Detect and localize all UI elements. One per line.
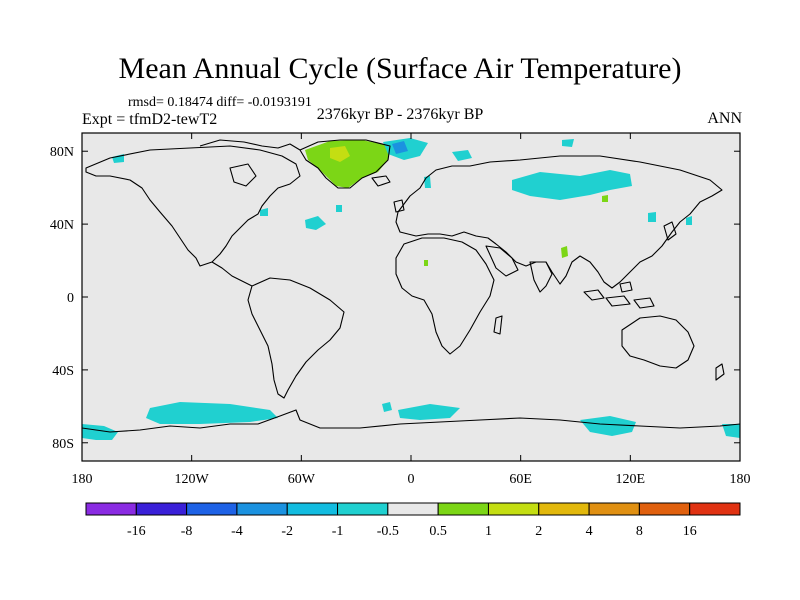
season-label: ANN — [707, 110, 742, 127]
barents-cyan — [452, 150, 472, 161]
arabia-coast — [485, 245, 519, 277]
tibet-anomaly — [561, 246, 568, 258]
lon-ticks: 180 120W 60W 0 60E 120E 180 — [72, 133, 751, 487]
coastlines — [82, 139, 740, 433]
canada-cyan — [260, 208, 268, 216]
colorbar-label: -4 — [231, 524, 243, 539]
japan-coast — [663, 221, 677, 241]
colorbar-label: -16 — [127, 524, 146, 539]
colorbar-label: -2 — [281, 524, 293, 539]
colorbar-label: -0.5 — [377, 524, 399, 539]
colorbar-label: 0.5 — [429, 524, 447, 539]
east-siberia-green — [602, 195, 608, 202]
hudson-bay-coast — [229, 163, 257, 187]
colorbar-label: -1 — [332, 524, 344, 539]
lon-tick-label: 180 — [72, 472, 93, 487]
south-atlantic-anomaly — [382, 402, 392, 412]
weddell-anomaly — [398, 404, 460, 420]
colorbar: -16 -8 -4 -2 -1 -0.5 0.5 1 2 4 8 16 — [85, 502, 741, 539]
north-atlantic-anomaly — [305, 216, 326, 230]
arabia-green — [424, 260, 428, 266]
colorbar-swatch — [538, 502, 590, 516]
colorbar-swatch — [236, 502, 288, 516]
lat-tick-label: 80S — [52, 437, 74, 452]
lat-tick-label: 40N — [50, 218, 74, 233]
lon-tick-label: 0 — [408, 472, 415, 487]
lon-tick-label: 120E — [616, 472, 646, 487]
japan-cyan — [686, 216, 692, 225]
experiment-label: Expt = tfmD2-tewT2 — [82, 111, 218, 128]
lat-ticks: 80N 40N 0 40S 80S — [50, 145, 740, 452]
colorbar-swatch — [437, 502, 489, 516]
antarctic-coast-left — [82, 424, 118, 440]
colorbar-label: 1 — [485, 524, 492, 539]
colorbar-label: -8 — [181, 524, 193, 539]
period-label: 2376kyr BP - 2376kyr BP — [316, 106, 484, 123]
lat-tick-label: 80N — [50, 145, 74, 160]
colorbar-swatch — [286, 502, 339, 516]
north-america-coast — [85, 145, 301, 267]
colorbar-swatch — [85, 502, 137, 516]
colorbar-swatch — [487, 502, 540, 516]
colorbar-label: 16 — [683, 524, 697, 539]
eurasia-coast — [395, 155, 723, 289]
indonesia-coast — [583, 281, 655, 309]
atlantic-small-cyan — [336, 205, 342, 212]
lon-tick-label: 60W — [288, 472, 316, 487]
greenland-anomaly-light — [330, 146, 350, 162]
anomaly-layer — [82, 138, 740, 440]
ross-sea-anomaly — [176, 416, 200, 424]
south-america-coast — [247, 277, 345, 399]
lon-tick-label: 180 — [730, 472, 751, 487]
lon-tick-label: 120W — [175, 472, 210, 487]
colorbar-swatch — [135, 502, 188, 516]
australia-coast — [621, 315, 695, 369]
siberia-anomaly — [512, 170, 632, 200]
map-title: Mean Annual Cycle (Surface Air Temperatu… — [118, 52, 682, 85]
greenland-anomaly — [305, 140, 390, 188]
india-coast — [529, 261, 553, 293]
british-isles-coast — [393, 199, 405, 213]
scandinavia-cyan — [424, 176, 431, 188]
kamchatka-cyan — [648, 212, 656, 222]
colorbar-swatch — [186, 502, 238, 516]
lat-tick-label: 40S — [52, 364, 74, 379]
africa-coast — [395, 237, 495, 355]
colorbar-swatch — [588, 502, 640, 516]
iceland-coast — [371, 175, 391, 187]
arctic-islands-coast — [199, 139, 301, 151]
greenland-coast — [299, 139, 391, 189]
antarctic-coast-right — [722, 424, 740, 438]
colorbar-swatch — [337, 502, 389, 516]
madagascar-coast — [493, 315, 503, 335]
colorbar-swatch — [387, 502, 439, 516]
colorbar-label: 2 — [535, 524, 542, 539]
colorbar-swatch — [638, 502, 691, 516]
baffin-anomaly-blue — [392, 141, 408, 154]
antarctic-coast-east — [580, 416, 636, 436]
stats-label: rmsd= 0.18474 diff= -0.0193191 — [128, 95, 312, 110]
arctic-cyan-right — [562, 139, 574, 147]
lon-tick-label: 60E — [509, 472, 532, 487]
colorbar-swatch — [689, 502, 741, 516]
colorbar-label: 8 — [636, 524, 643, 539]
lat-tick-label: 0 — [67, 291, 74, 306]
colorbar-label: 4 — [586, 524, 593, 539]
new-zealand-coast — [715, 363, 725, 381]
antarctica-coast — [82, 409, 740, 433]
central-america-coast — [211, 261, 253, 287]
